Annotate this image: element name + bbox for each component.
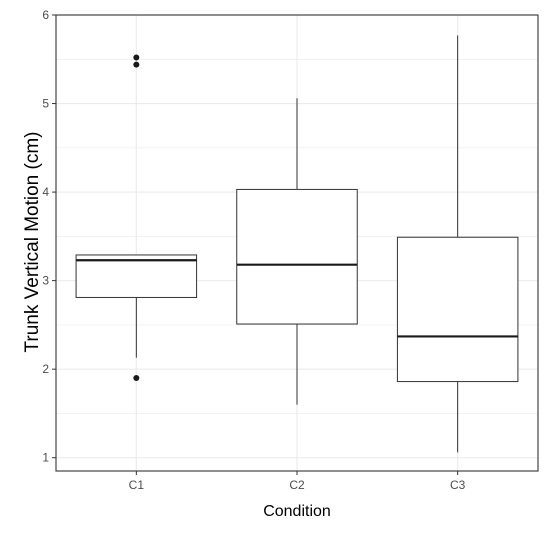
y-tick-label: 6 xyxy=(42,8,49,22)
x-axis-label: Condition xyxy=(263,503,331,520)
box-body xyxy=(396,236,519,383)
y-tick-label: 5 xyxy=(42,97,49,111)
y-axis-ticks: 1 2 3 4 5 6 xyxy=(42,8,56,465)
y-axis-label: Trunk Vertical Motion (cm) xyxy=(22,131,43,352)
x-tick-label: C2 xyxy=(289,478,305,492)
box-c1 xyxy=(75,54,198,382)
x-tick-label: C3 xyxy=(450,478,466,492)
outlier-point xyxy=(133,61,140,68)
y-tick-label: 4 xyxy=(42,185,49,199)
box-c3 xyxy=(396,35,519,453)
outlier-point xyxy=(133,54,140,61)
box-c2 xyxy=(236,98,358,405)
x-axis-ticks: C1 C2 C3 xyxy=(129,471,466,492)
outlier-point xyxy=(133,375,140,382)
boxes xyxy=(75,35,519,453)
y-tick-label: 3 xyxy=(42,274,49,288)
y-tick-label: 2 xyxy=(42,362,49,376)
x-tick-label: C1 xyxy=(129,478,145,492)
box-body xyxy=(75,254,198,298)
y-tick-label: 1 xyxy=(42,451,49,465)
box-body xyxy=(236,188,358,325)
